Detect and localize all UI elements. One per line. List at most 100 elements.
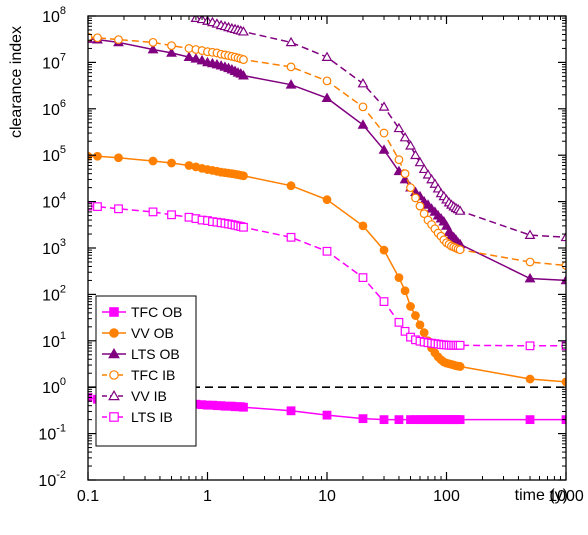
legend-item: LTS OB bbox=[102, 346, 180, 362]
y-tick-label: 102 bbox=[42, 283, 66, 304]
legend-label: VV IB bbox=[131, 388, 167, 404]
data-point bbox=[109, 412, 119, 422]
y-tick-label: 101 bbox=[42, 330, 66, 351]
series-tfc-ob bbox=[88, 393, 566, 425]
data-point bbox=[93, 33, 102, 43]
data-point bbox=[238, 69, 249, 80]
y-tick-label: 103 bbox=[42, 237, 66, 258]
data-point bbox=[379, 297, 389, 306]
y-tick-label: 104 bbox=[42, 191, 66, 212]
y-tick-label: 106 bbox=[42, 98, 66, 119]
data-point bbox=[410, 149, 421, 160]
y-tick-label: 10-1 bbox=[38, 423, 66, 444]
data-point bbox=[455, 340, 465, 350]
data-point bbox=[114, 153, 123, 163]
legend-item: VV IB bbox=[102, 388, 167, 404]
data-point bbox=[148, 156, 158, 166]
data-point bbox=[285, 79, 297, 89]
legend-label: LTS IB bbox=[131, 409, 173, 425]
plot-area bbox=[88, 16, 566, 425]
series-tfc-ib bbox=[88, 32, 566, 270]
data-point bbox=[455, 415, 465, 425]
x-axis-label: time (y) bbox=[515, 487, 568, 504]
data-point bbox=[524, 229, 536, 239]
data-point bbox=[400, 326, 410, 336]
y-tick-label: 100 bbox=[42, 376, 66, 397]
legend-item: TFC IB bbox=[102, 367, 175, 383]
data-point bbox=[358, 273, 368, 283]
data-point bbox=[399, 131, 411, 142]
series-line bbox=[195, 17, 566, 239]
data-point bbox=[358, 221, 368, 231]
x-tick-label: 1000 bbox=[548, 488, 584, 505]
data-point bbox=[148, 207, 158, 217]
data-point bbox=[560, 274, 566, 285]
data-point bbox=[148, 37, 158, 47]
data-point bbox=[525, 341, 535, 351]
data-point bbox=[394, 273, 404, 283]
data-point bbox=[414, 156, 426, 167]
data-point bbox=[285, 36, 297, 47]
series-line bbox=[88, 38, 566, 282]
data-point bbox=[147, 43, 159, 54]
data-point bbox=[114, 204, 123, 214]
data-point bbox=[183, 51, 195, 61]
data-point bbox=[405, 140, 416, 150]
series-vv-ob bbox=[88, 151, 566, 387]
data-point bbox=[560, 231, 566, 242]
data-point bbox=[322, 246, 332, 256]
data-point bbox=[419, 328, 429, 338]
data-point bbox=[88, 151, 93, 161]
x-tick-label: 1 bbox=[203, 488, 212, 505]
legend-item: VV OB bbox=[102, 325, 174, 341]
axes: 0.1 1 10 100 1000 10-2 10-1 100 101 102 103 104 105 1… bbox=[38, 5, 583, 505]
data-point bbox=[166, 47, 177, 57]
data-point bbox=[400, 286, 410, 296]
data-point bbox=[418, 163, 430, 174]
data-point bbox=[419, 209, 429, 219]
data-point bbox=[561, 341, 566, 351]
data-point bbox=[394, 415, 404, 425]
data-point bbox=[378, 144, 390, 154]
data-point bbox=[322, 76, 332, 86]
legend-item: TFC OB bbox=[102, 304, 182, 320]
data-point bbox=[93, 151, 102, 161]
series-line bbox=[88, 36, 566, 267]
legend-label: TFC IB bbox=[131, 367, 175, 383]
data-point bbox=[393, 122, 405, 133]
data-point bbox=[411, 193, 420, 203]
data-point bbox=[525, 374, 535, 384]
data-point bbox=[415, 201, 425, 211]
y-tick-label: 105 bbox=[42, 144, 66, 165]
legend-label: LTS OB bbox=[131, 346, 180, 362]
x-tick-label: 100 bbox=[433, 488, 460, 505]
data-point bbox=[114, 35, 123, 45]
data-point bbox=[411, 311, 420, 320]
x-tick-label: 10 bbox=[318, 488, 336, 505]
legend: TFC OB VV OB LTS OB TFC IB VV IB LTS IB bbox=[95, 295, 197, 447]
data-point bbox=[358, 414, 368, 424]
data-point bbox=[286, 232, 296, 242]
data-point bbox=[455, 245, 465, 255]
data-point bbox=[379, 128, 389, 138]
data-point bbox=[406, 302, 415, 311]
data-point bbox=[358, 102, 368, 112]
data-point bbox=[321, 51, 333, 61]
legend-item: LTS IB bbox=[102, 409, 173, 425]
data-point bbox=[525, 257, 535, 267]
data-point bbox=[454, 205, 466, 215]
data-point bbox=[167, 210, 176, 220]
data-point bbox=[415, 320, 425, 330]
data-point bbox=[239, 402, 248, 412]
y-axis-label: clearance index bbox=[8, 26, 25, 138]
data-point bbox=[190, 53, 202, 63]
data-point bbox=[321, 92, 333, 102]
legend-label: VV OB bbox=[131, 325, 174, 341]
data-point bbox=[394, 317, 404, 327]
data-point bbox=[109, 307, 119, 317]
data-point bbox=[167, 158, 176, 168]
data-point bbox=[286, 62, 296, 72]
data-point bbox=[286, 181, 296, 191]
y-tick-label: 107 bbox=[42, 51, 66, 72]
